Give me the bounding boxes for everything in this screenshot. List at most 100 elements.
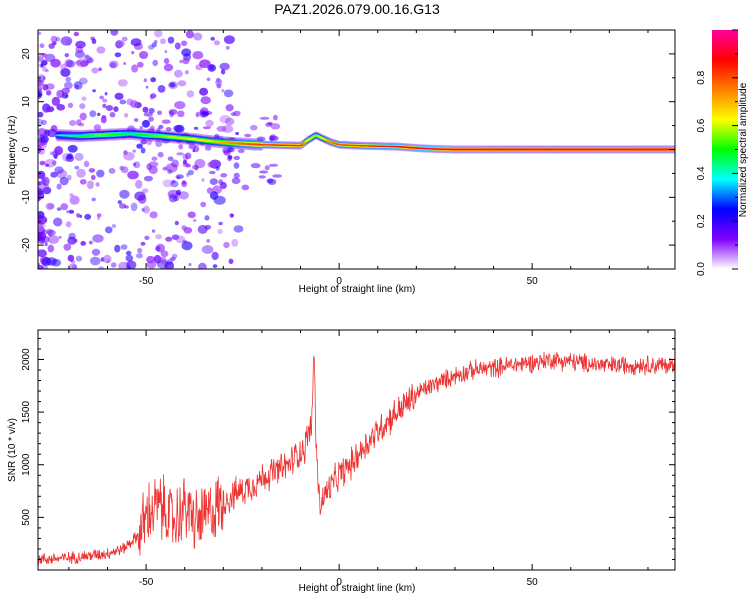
noise-blob [215,78,223,87]
noise-blob [270,123,281,130]
noise-blob [68,232,76,240]
snr-plot-clip [38,351,675,565]
noise-blob [168,109,178,115]
noise-blob [182,159,188,165]
noise-blob [174,42,181,50]
x-tick-label: 50 [527,577,539,588]
noise-blob [56,207,62,211]
noise-blob [69,120,77,126]
noise-blob [41,60,48,66]
spectrogram-ridge [55,127,675,154]
noise-blob [178,191,189,200]
noise-blob [155,243,165,253]
noise-blob [93,124,102,131]
noise-blob [61,87,70,95]
spectrogram-y-tick-labels: -20 -10 0 10 20 [21,48,32,252]
noise-blob [218,221,223,226]
noise-blob [38,144,42,154]
noise-blob [49,151,55,156]
noise-blob [103,254,112,264]
noise-blob [117,79,128,87]
noise-blob [206,239,210,243]
noise-blob [92,234,104,243]
noise-blob [123,62,127,65]
noise-blob [45,202,55,211]
noise-blob [109,62,117,69]
noise-blob [88,240,93,245]
noise-blob [66,60,76,68]
noise-blob [187,169,194,176]
noise-blob [38,137,43,143]
noise-blob [149,125,155,131]
noise-blob [151,156,158,161]
colorbar-tick-label: 0.6 [696,118,707,132]
snr-series-line [38,351,675,565]
noise-blob [124,113,129,118]
noise-blob [273,114,278,121]
noise-blob [168,81,178,89]
noise-blob [181,40,188,47]
noise-blob [163,58,170,64]
noise-blob [205,119,214,127]
noise-blob [42,84,49,91]
colorbar-ticks: 0.0 0.2 0.4 0.6 0.8 [696,29,738,276]
noise-blob [59,176,69,186]
noise-blob [84,54,90,58]
noise-blob [65,39,72,46]
noise-blob [133,162,137,167]
noise-blob [186,90,195,98]
noise-blob [154,30,163,38]
noise-blob [113,106,119,112]
ridge-sample [305,139,310,141]
noise-blob [42,104,51,114]
y-tick-label: 0 [21,146,32,152]
noise-blob [167,169,173,175]
noise-blob [136,143,143,149]
y-tick-label: 500 [21,509,32,526]
noise-blob [199,111,209,118]
noise-blob [68,209,75,214]
noise-blob [64,53,70,58]
noise-blob [187,211,196,219]
noise-blob [223,35,235,44]
noise-blob [44,129,50,137]
noise-blob [153,40,158,44]
noise-blob [233,110,241,117]
noise-blob [83,160,90,168]
noise-blob [146,139,152,146]
snr-panel: -50 0 50 500 1000 1500 2000 Height of straigh… [7,329,676,594]
noise-blob [117,200,123,205]
noise-blob [204,145,212,151]
noise-blob [209,64,214,70]
noise-blob [181,48,192,57]
noise-blob [111,223,116,229]
noise-blob [258,175,266,179]
noise-blob [170,180,179,188]
noise-blob [192,164,199,170]
ridge-layer [55,132,675,151]
noise-blob [176,152,185,156]
noise-blob [38,91,41,97]
noise-blob [179,59,183,64]
noise-blob [129,100,139,108]
ridge-sample [309,137,314,139]
noise-blob [175,174,184,179]
snr-frame [37,329,676,571]
noise-blob [64,81,73,90]
noise-blob [41,257,52,266]
noise-blob [54,166,64,174]
noise-blob [108,168,116,174]
noise-blob [212,264,218,268]
noise-blob [170,256,176,261]
noise-blob [218,179,224,186]
noise-blob [123,151,135,161]
noise-blob [79,112,87,121]
noise-blob [38,111,44,118]
noise-blob [127,171,132,176]
y-tick-label: 2000 [21,348,32,371]
noise-blob [231,177,241,184]
noise-blob [149,211,158,219]
noise-blob [76,168,86,178]
noise-blob [81,96,87,101]
noise-blob [162,179,173,188]
